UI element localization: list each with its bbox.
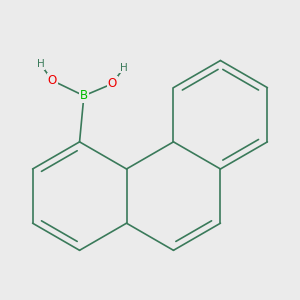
Text: O: O (48, 74, 57, 87)
Text: H: H (120, 63, 128, 73)
Text: O: O (107, 77, 117, 90)
Text: H: H (37, 59, 44, 69)
Text: B: B (80, 89, 88, 102)
